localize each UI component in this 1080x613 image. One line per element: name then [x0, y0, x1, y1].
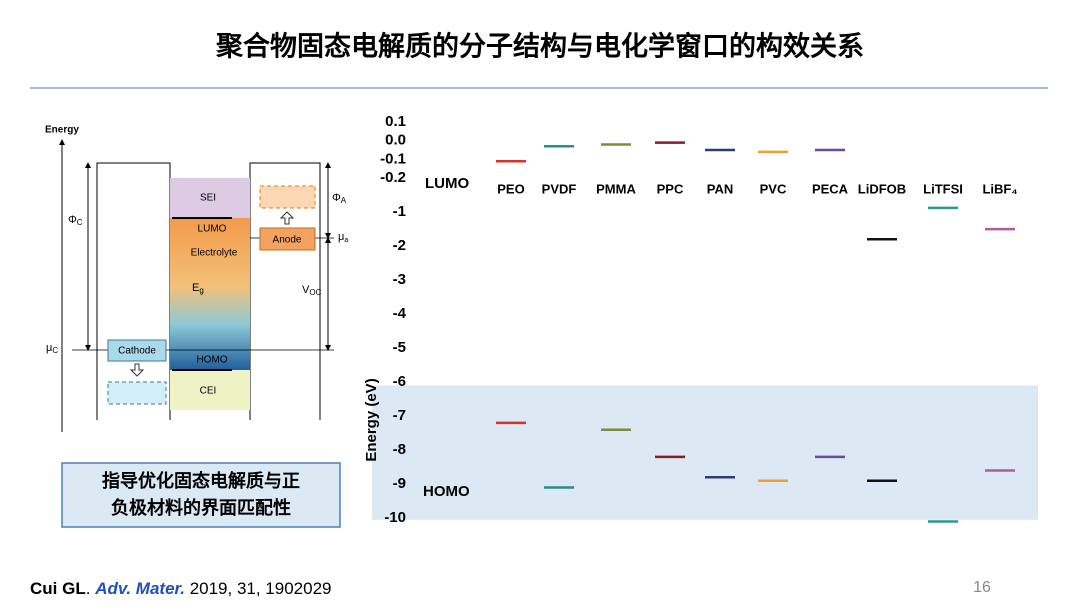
- mu-c-label: μC: [46, 342, 58, 355]
- lumo-label: LUMO: [198, 224, 227, 235]
- category-label: LiTFSI: [923, 181, 963, 196]
- homo-band: [372, 385, 1038, 520]
- y-tick-label: 0.1: [385, 113, 406, 130]
- anode-label: Anode: [273, 235, 302, 246]
- y-tick-label: -5: [393, 339, 406, 356]
- category-label: PVC: [760, 181, 787, 196]
- category-label: PMMA: [596, 181, 636, 196]
- y-tick-label: -3: [393, 271, 406, 288]
- cathode-label: Cathode: [118, 346, 156, 357]
- category-label: PAN: [707, 181, 733, 196]
- mu-a-label: μa: [338, 231, 348, 244]
- category-label: PEO: [497, 181, 524, 196]
- anode-box: [259, 227, 316, 251]
- electrolyte-label: Electrolyte: [191, 248, 238, 259]
- y-tick-label: 0.0: [385, 132, 406, 149]
- cathode-box: [107, 339, 167, 362]
- electrolyte-band: [170, 218, 250, 370]
- callout-line: 指导优化固态电解质与正: [102, 470, 300, 492]
- homo-label: HOMO: [196, 355, 227, 366]
- category-label: PPC: [657, 181, 684, 196]
- cathode-ghost: [107, 381, 167, 405]
- y-tick-label: -9: [393, 475, 406, 492]
- sei-band: [170, 178, 250, 218]
- cei-label: CEI: [200, 386, 217, 397]
- phi-c-label: ΦC: [68, 214, 83, 227]
- anode-shift-arrow: [279, 211, 295, 225]
- cathode-shift-arrow: [129, 363, 145, 377]
- callout-line: 负极材料的界面匹配性: [111, 497, 291, 519]
- category-label: PVDF: [542, 181, 577, 196]
- anode-ghost: [259, 185, 316, 209]
- category-label: LiDFOB: [858, 181, 906, 196]
- cathode-frame: [96, 162, 171, 420]
- page-number: 16: [973, 579, 991, 596]
- energy-label: Energy: [45, 125, 79, 136]
- y-tick-label: -7: [393, 407, 406, 424]
- y-axis-title: Energy (eV): [363, 378, 380, 461]
- y-tick-label: -6: [393, 373, 406, 390]
- energy-chart: 0.1 0.0-0.1 -0.2 -1 -2 -3 -4 -5 -6 -7 -8 -9 -10 Energ…: [363, 110, 1040, 540]
- series-label: HOMO: [423, 483, 470, 500]
- band-diagram: Energy ΦC μC Cathode SEI LUMO Electrolyt…: [45, 125, 348, 432]
- y-tick-label: -4: [393, 305, 407, 322]
- y-tick-label: -8: [393, 441, 406, 458]
- y-tick-label: -1: [393, 203, 406, 220]
- y-tick-label: -10: [384, 509, 406, 526]
- citation: Cui GL. Adv. Mater. 2019, 31, 1902029: [30, 579, 332, 598]
- callout-box: [61, 462, 341, 528]
- phi-a-label: ΦA: [332, 192, 347, 205]
- y-tick-label: -0.1: [380, 150, 406, 167]
- cei-band: [170, 370, 250, 410]
- title: 聚合物固态电解质的分子结构与电化学窗口的构效关系: [215, 31, 864, 63]
- eg-label: Eg: [192, 282, 204, 295]
- y-tick-label: -0.2: [380, 169, 406, 186]
- sei-label: SEI: [200, 193, 216, 204]
- category-label: PECA: [812, 181, 849, 196]
- voc-label: VOC: [302, 284, 322, 297]
- category-label: LiBF₄: [982, 181, 1017, 196]
- y-tick-label: -2: [393, 237, 406, 254]
- series-label: LUMO: [425, 175, 469, 192]
